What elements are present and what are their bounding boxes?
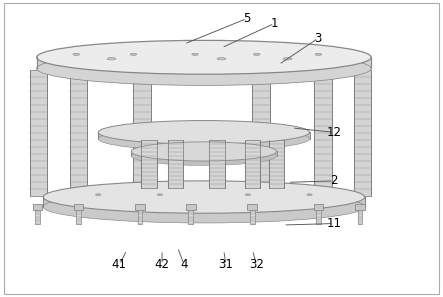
Text: 31: 31 [218,258,233,271]
Ellipse shape [131,142,276,161]
Bar [316,210,321,224]
Ellipse shape [253,53,260,55]
Bar [314,204,323,210]
Bar [138,210,142,224]
Bar [358,210,362,224]
Bar [141,140,156,188]
Text: 4: 4 [180,258,188,271]
Bar [210,140,225,188]
Text: 1: 1 [271,17,278,30]
Text: 32: 32 [249,258,264,271]
Bar [355,204,365,210]
Bar [74,204,83,210]
Ellipse shape [307,194,312,196]
Text: 2: 2 [330,174,338,187]
Ellipse shape [98,127,310,151]
Bar [186,204,195,210]
Text: 3: 3 [315,32,322,45]
Text: 42: 42 [155,258,170,271]
Polygon shape [98,132,310,139]
Bar [253,70,270,196]
Text: 11: 11 [326,217,341,230]
Bar [33,204,43,210]
Bar [354,70,371,196]
Ellipse shape [157,194,163,196]
Bar [135,204,145,210]
Bar [35,210,40,224]
Ellipse shape [37,40,371,74]
Text: 41: 41 [112,258,127,271]
Ellipse shape [131,146,276,165]
Polygon shape [37,57,371,69]
Bar [245,140,260,188]
Ellipse shape [107,58,116,60]
Ellipse shape [217,58,226,60]
Bar [70,70,87,196]
Ellipse shape [37,52,371,86]
Ellipse shape [43,191,365,223]
Bar [250,210,255,224]
Ellipse shape [192,53,198,55]
Bar [76,210,81,224]
Ellipse shape [73,53,80,55]
Bar [133,70,151,196]
Ellipse shape [315,53,322,55]
Bar [31,70,47,196]
Bar [269,140,284,188]
Bar [248,204,257,210]
Ellipse shape [283,58,292,60]
Bar [314,70,331,196]
Text: 12: 12 [326,126,341,139]
Ellipse shape [96,194,101,196]
Ellipse shape [130,53,137,55]
Bar [188,210,193,224]
Ellipse shape [98,121,310,144]
Ellipse shape [245,194,251,196]
Polygon shape [43,197,365,207]
Polygon shape [131,151,276,156]
Text: 5: 5 [243,12,251,25]
Ellipse shape [43,181,365,213]
Bar [167,140,183,188]
